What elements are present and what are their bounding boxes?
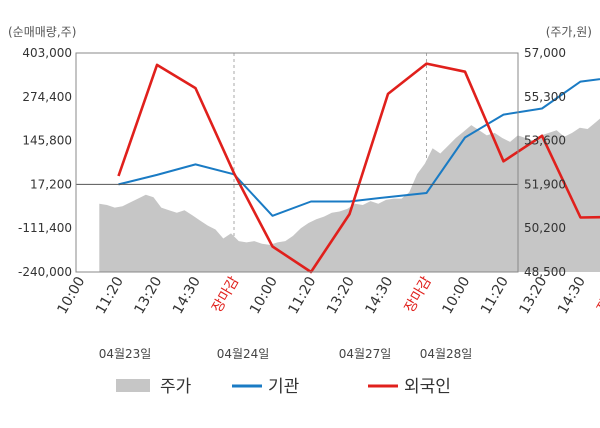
date-label: 04월24일 [217,347,270,361]
date-labels: 04월23일 04월24일 04월27일 04월28일 [99,347,473,361]
x-tick-label: 10:00 [439,274,473,317]
left-tick-label: 145,800 [22,134,72,148]
price-area-layer [99,118,600,272]
market-close-label: 장마감 [402,274,435,316]
legend-item: 주가 [116,377,192,397]
left-tick-label: -240,000 [18,265,72,279]
x-axis-ticks: 10:00 11:20 13:20 14:30 장마감 10:00 11:20 13:20 14… [54,274,600,317]
legend-label: 주가 [160,377,192,397]
x-tick-label: 14:30 [170,274,204,317]
right-tick-label: 50,200 [524,221,566,235]
right-axis-title: (주가,원) [546,25,592,39]
x-tick-label: 11:20 [93,274,127,317]
price-area [99,118,600,272]
right-tick-label: 57,000 [524,46,566,60]
date-label: 04월27일 [339,347,392,361]
market-close-label: 장마감 [209,274,242,316]
x-tick-label: 13:20 [131,274,165,317]
x-tick-label: 11:20 [478,274,512,317]
x-tick-label: 11:20 [285,274,319,317]
x-tick-label: 13:20 [516,274,550,317]
legend: 주가 기관 외국인 [116,377,451,397]
left-axis-ticks: 403,000 274,400 145,800 17,200 -111,400 -240,… [18,46,72,279]
date-label: 04월28일 [420,347,473,361]
x-tick-label: 14:30 [555,274,589,317]
right-tick-label: 51,900 [524,177,566,191]
right-tick-label: 48,500 [524,265,566,279]
legend-label: 외국인 [404,377,451,397]
x-tick-label: 10:00 [54,274,88,317]
plot-frame [75,52,519,273]
legend-swatch [116,379,150,392]
left-tick-label: -111,400 [18,221,72,235]
right-axis-ticks: 57,000 55,300 53,600 51,900 50,200 48,500 [524,46,566,279]
legend-item: 외국인 [368,377,451,397]
x-tick-label: 10:00 [247,274,281,317]
left-tick-label: 274,400 [22,90,72,104]
x-tick-label: 14:30 [362,274,396,317]
legend-item: 기관 [232,377,299,397]
x-tick-label: 13:20 [324,274,358,317]
plot-border [75,52,519,273]
left-tick-label: 17,200 [30,177,72,191]
left-tick-label: 403,000 [22,46,72,60]
right-tick-label: 55,300 [524,90,566,104]
date-label: 04월23일 [99,347,152,361]
right-tick-label: 53,600 [524,134,566,148]
left-axis-title: (순매매량,주) [8,25,76,39]
market-close-label: 장마감 [594,274,600,316]
legend-label: 기관 [268,377,299,397]
